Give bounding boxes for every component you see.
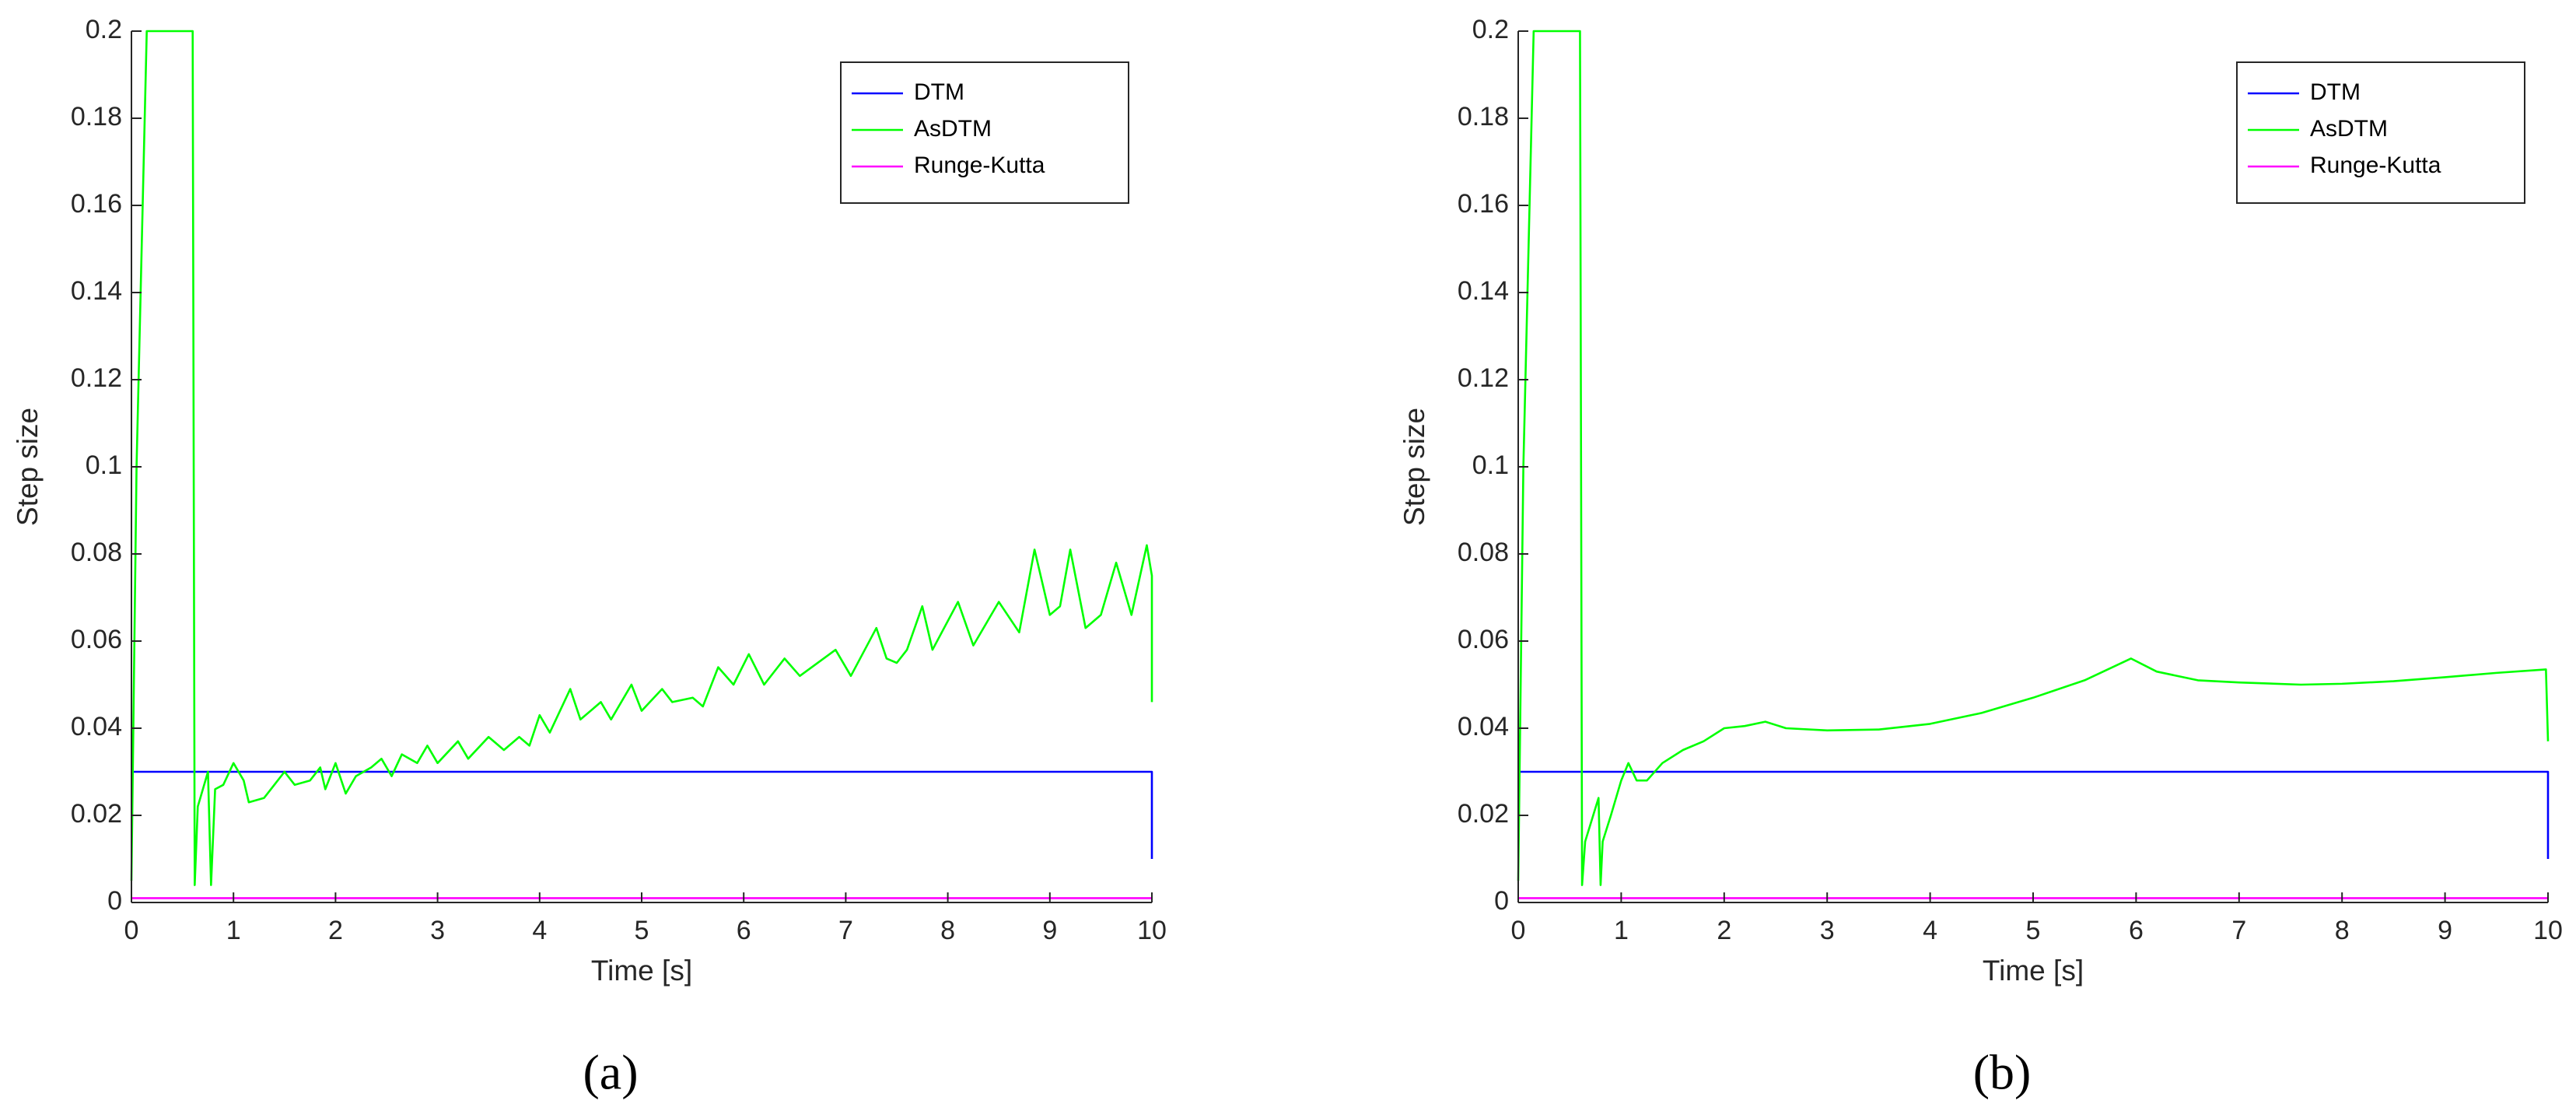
x-tick-label: 10 [1137,916,1167,945]
x-tick-label: 0 [1511,916,1526,945]
y-tick-label: 0.02 [1458,799,1509,829]
legend-label: Runge-Kutta [914,152,1045,178]
y-tick-label: 0.04 [1458,712,1509,741]
x-tick-label: 6 [2129,916,2144,945]
x-tick-label: 10 [2533,916,2563,945]
x-tick-label: 9 [2438,916,2452,945]
legend-box [840,61,1129,204]
legend-box [2236,61,2525,204]
series-line [1517,30,2550,886]
legend-label: AsDTM [2310,116,2388,142]
x-tick-label: 9 [1042,916,1057,945]
y-tick-label: 0.18 [71,102,122,131]
legend-label: DTM [2310,79,2361,105]
x-tick-label: 4 [1923,916,1937,945]
x-tick-label: 7 [2231,916,2246,945]
y-tick-label: 0.04 [71,712,122,741]
x-tick-label: 1 [1614,916,1629,945]
y-tick-label: 0.2 [86,15,122,44]
y-tick-label: 0.16 [71,189,122,219]
x-tick-label: 1 [226,916,241,945]
x-tick-label: 5 [635,916,649,945]
y-tick-label: 0 [107,886,122,916]
legend-label: AsDTM [914,116,992,142]
legend: DTM AsDTM Runge-Kutta [2236,61,2525,204]
series-line [130,30,1153,886]
x-tick-label: 4 [532,916,547,945]
caption: (b) [1973,1045,2032,1100]
x-tick-label: 3 [430,916,445,945]
x-tick-label: 8 [2335,916,2350,945]
y-axis-label: Step size [1398,408,1430,526]
legend: DTM AsDTM Runge-Kutta [840,61,1129,204]
y-tick-label: 0.1 [1472,450,1509,480]
series-line [1518,770,2550,859]
x-tick-label: 8 [940,916,955,945]
x-tick-label: 0 [124,916,139,945]
legend-label: Runge-Kutta [2310,152,2441,178]
y-tick-label: 0.02 [71,799,122,829]
series-line [131,770,1153,859]
y-tick-label: 0.2 [1472,15,1509,44]
x-axis-label: Time [s] [591,955,692,987]
y-tick-label: 0.14 [71,276,122,306]
x-tick-label: 7 [838,916,853,945]
y-tick-label: 0.18 [1458,102,1509,131]
y-tick-label: 0.06 [71,625,122,654]
y-tick-label: 0.1 [86,450,122,480]
y-tick-label: 0.14 [1458,276,1509,306]
caption: (a) [583,1045,638,1100]
legend-label: DTM [914,79,964,105]
x-axis-label: Time [s] [1983,955,2084,987]
y-tick-label: 0.12 [71,363,122,393]
y-tick-label: 0.12 [1458,363,1509,393]
y-tick-label: 0 [1494,886,1509,916]
x-tick-label: 5 [2026,916,2041,945]
y-tick-label: 0.08 [1458,538,1509,567]
y-tick-label: 0.08 [71,538,122,567]
x-tick-label: 2 [1717,916,1731,945]
x-tick-label: 3 [1820,916,1835,945]
x-tick-label: 2 [328,916,343,945]
y-axis-label: Step size [12,408,44,526]
x-tick-label: 6 [737,916,751,945]
y-tick-label: 0.06 [1458,625,1509,654]
y-tick-label: 0.16 [1458,189,1509,219]
